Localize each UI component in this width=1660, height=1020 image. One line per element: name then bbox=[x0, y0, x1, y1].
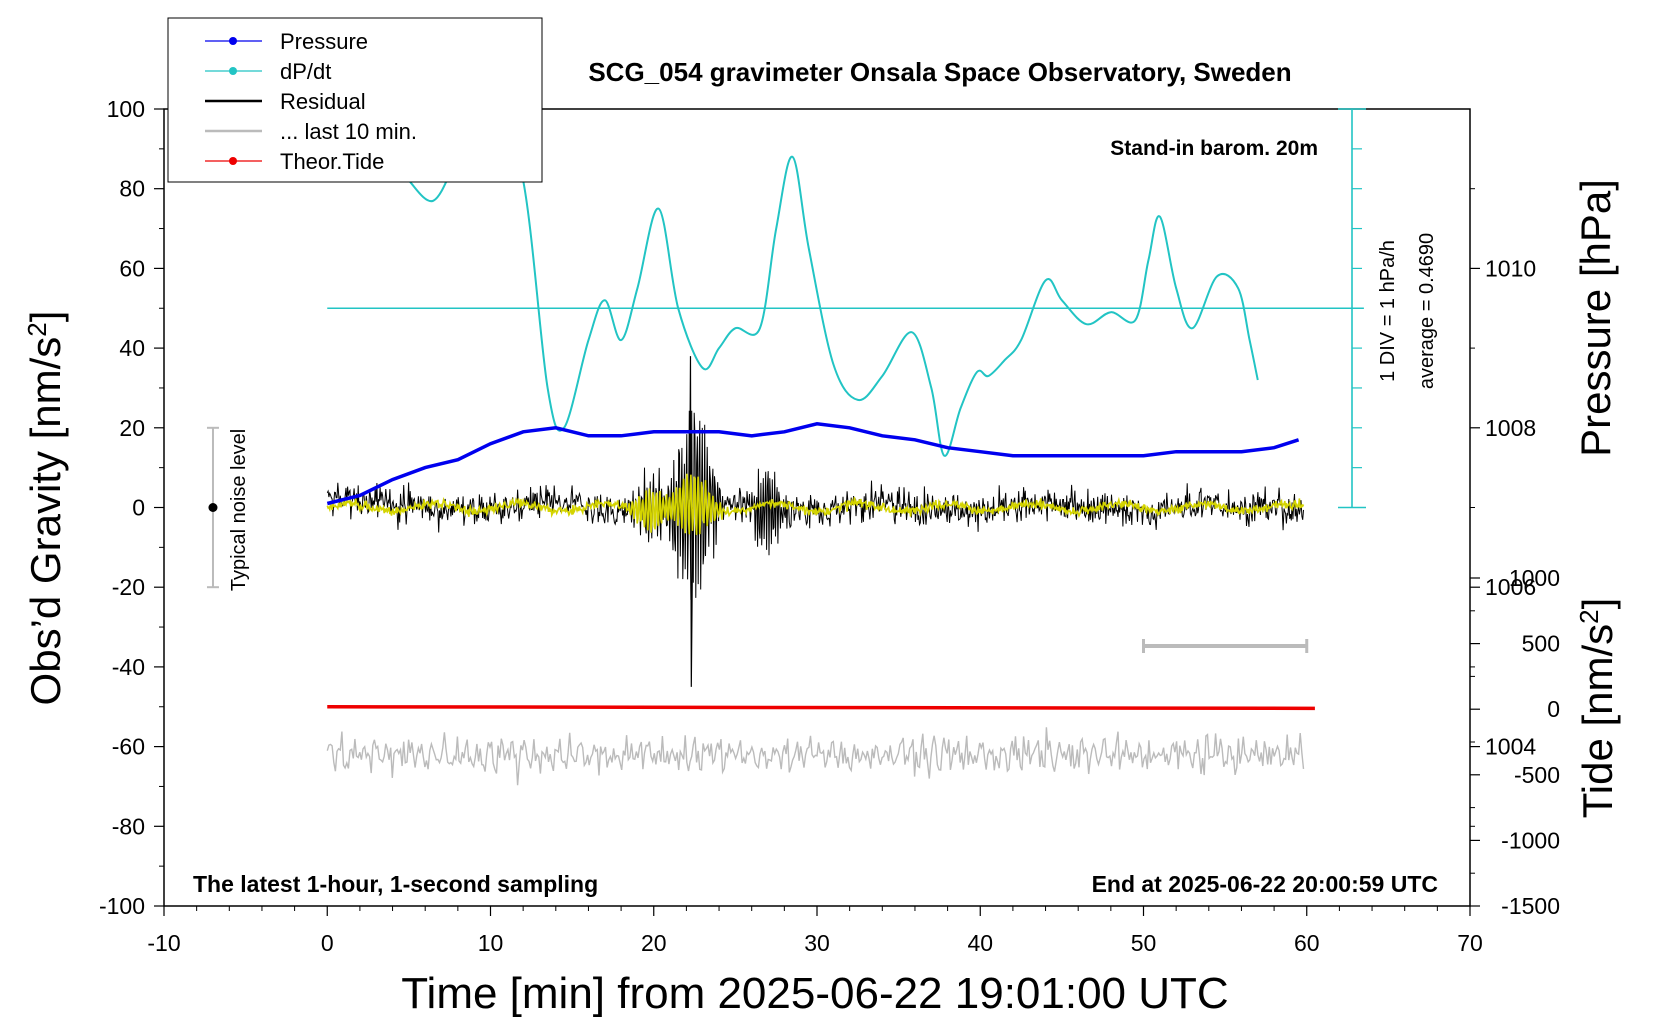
tide-tick-label: 0 bbox=[1547, 696, 1560, 722]
y-tick-label: 0 bbox=[132, 495, 145, 521]
tide-axis-label-text: Tide [nm/s bbox=[1574, 624, 1621, 819]
x-tick-label: 50 bbox=[1131, 930, 1157, 956]
x-tick-label: 70 bbox=[1457, 930, 1483, 956]
tide-tick-label: -500 bbox=[1514, 762, 1560, 788]
x-tick-label: -10 bbox=[147, 930, 180, 956]
x-tick-label: 30 bbox=[804, 930, 830, 956]
tide-tick-label: 500 bbox=[1522, 631, 1560, 657]
x-tick-label: 60 bbox=[1294, 930, 1320, 956]
y-tick-label: -20 bbox=[112, 574, 145, 600]
legend-label: Theor.Tide bbox=[280, 149, 384, 174]
x-tick-label: 40 bbox=[967, 930, 993, 956]
legend-label: dP/dt bbox=[280, 59, 331, 84]
y-tick-label: 60 bbox=[119, 255, 145, 281]
residual-peak-line bbox=[689, 356, 694, 687]
y-tick-label: -100 bbox=[99, 893, 145, 919]
y-tick-label: -60 bbox=[112, 734, 145, 760]
tide-tick-label: 1000 bbox=[1509, 565, 1560, 591]
y-axis-label-sup: 2 bbox=[22, 322, 52, 336]
y-tick-label: -80 bbox=[112, 813, 145, 839]
legend-label: Residual bbox=[280, 89, 366, 114]
x-tick-label: 0 bbox=[321, 930, 334, 956]
y-tick-label: 100 bbox=[107, 96, 145, 122]
axes-layer: -10 0 10 20 30 40 50 60 70-100-80-60-40-20020406… bbox=[99, 96, 1560, 956]
y-tick-label: -40 bbox=[112, 654, 145, 680]
pressure-tick-label: 1008 bbox=[1485, 415, 1536, 441]
noise-level-label: Typical noise level bbox=[228, 429, 250, 591]
legend-marker bbox=[229, 37, 237, 45]
residual-smooth-line bbox=[326, 473, 1305, 535]
end-time-note: End at 2025-06-22 20:00:59 UTC bbox=[1092, 871, 1438, 897]
dpdt-average-note: average = 0.4690 bbox=[1416, 233, 1438, 389]
y-tick-label: 20 bbox=[119, 415, 145, 441]
legend: Pressure dP/dt Residual ... last 10 min. The… bbox=[167, 17, 543, 183]
noise-level-dot bbox=[208, 503, 218, 512]
pressure-tick-label: 1006 bbox=[1485, 574, 1536, 600]
pressure-tick-label: 1004 bbox=[1485, 734, 1536, 760]
tide-axis-label-end: ] bbox=[1574, 598, 1621, 610]
legend-marker bbox=[229, 157, 237, 165]
tide-tick-label: -1500 bbox=[1501, 893, 1560, 919]
x-axis-label: Time [min] from 2025-06-22 19:01:00 UTC bbox=[401, 969, 1228, 1018]
legend-label: Pressure bbox=[280, 29, 368, 54]
dpdt-division-note: 1 DIV = 1 hPa/h bbox=[1377, 240, 1399, 382]
x-tick-label: 10 bbox=[478, 930, 504, 956]
y-axis-label: Obs’d Gravity [nm/s2] bbox=[22, 311, 69, 706]
y-tick-label: 80 bbox=[119, 176, 145, 202]
pressure-axis-label: Pressure [hPa] bbox=[1572, 179, 1619, 457]
x-tick-label: 20 bbox=[641, 930, 667, 956]
legend-marker bbox=[229, 67, 237, 75]
data-layer bbox=[206, 109, 1364, 786]
pressure-series-line bbox=[326, 422, 1300, 506]
dpdt-scale-axis bbox=[1338, 108, 1366, 509]
tide-series-line bbox=[327, 705, 1315, 711]
tide-axis-label-sup: 2 bbox=[1574, 609, 1604, 623]
chart-title: SCG_054 gravimeter Onsala Space Observat… bbox=[588, 57, 1291, 87]
pressure-tick-label: 1010 bbox=[1485, 255, 1536, 281]
y-tick-label: 40 bbox=[119, 335, 145, 361]
y-axis-label-end: ] bbox=[22, 311, 69, 323]
y-axis-label-text: Obs’d Gravity [nm/s bbox=[22, 337, 69, 706]
last-10-min-line bbox=[326, 727, 1305, 786]
legend-label: ... last 10 min. bbox=[280, 119, 417, 144]
stand-in-barometer-note: Stand-in barom. 20m bbox=[1110, 137, 1318, 160]
tide-tick-label: -1000 bbox=[1501, 827, 1560, 853]
latest-hour-note: The latest 1-hour, 1-second sampling bbox=[193, 871, 598, 897]
dpdt-series-line bbox=[408, 109, 1259, 457]
tide-axis-label: Tide [nm/s2] bbox=[1574, 598, 1621, 819]
